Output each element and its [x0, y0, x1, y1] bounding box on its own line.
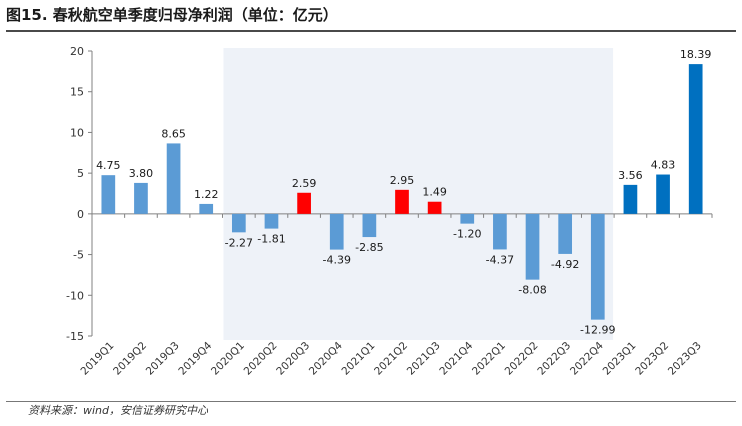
x-tick-label: 2021Q4	[437, 339, 475, 377]
x-tick-label: 2019Q4	[176, 339, 214, 377]
data-label: 1.49	[422, 186, 447, 199]
bar-2022Q3	[558, 213, 573, 254]
x-tick-label: 2022Q2	[503, 340, 541, 378]
y-tick-label: -5	[73, 249, 84, 262]
bar-2023Q2	[656, 174, 670, 214]
data-label: 4.83	[651, 159, 676, 172]
y-tick-label: -15	[66, 330, 84, 343]
x-tick-label: 2023Q1	[601, 340, 639, 378]
y-tick-label: 15	[70, 86, 84, 99]
data-label: 3.80	[129, 167, 154, 180]
x-tick-label: 2020Q2	[242, 340, 280, 378]
bar-2023Q3	[688, 64, 703, 214]
data-label: -4.37	[486, 253, 514, 266]
source-divider	[6, 401, 736, 402]
data-label: 4.75	[96, 159, 121, 172]
bar-2021Q3	[427, 201, 442, 214]
data-label: -4.92	[551, 258, 579, 271]
x-tick-label: 2019Q2	[111, 340, 149, 378]
data-label: -8.08	[518, 284, 546, 297]
data-label: -4.39	[323, 254, 351, 267]
y-tick-label: -10	[66, 289, 84, 302]
bar-2019Q1	[101, 175, 116, 214]
data-label: -1.20	[453, 228, 481, 241]
data-label: -2.85	[355, 241, 383, 254]
x-tick-label: 2021Q3	[405, 340, 443, 378]
x-tick-label: 2019Q1	[78, 340, 116, 378]
data-label: 3.56	[618, 169, 643, 182]
bar-2019Q3	[166, 143, 181, 214]
data-label: 1.22	[194, 188, 219, 201]
shaded-period-band	[223, 48, 614, 340]
y-tick-label: 0	[77, 208, 84, 221]
chart-title: 图15. 春秋航空单季度归母净利润（单位：亿元）	[6, 6, 338, 24]
x-tick-label: 2020Q4	[307, 339, 345, 377]
x-tick-label: 2020Q1	[209, 340, 247, 378]
y-tick-label: 10	[70, 126, 84, 139]
x-tick-label: 2021Q1	[340, 340, 378, 378]
source-note: 资料来源：wind，安信证券研究中心	[28, 404, 209, 417]
bar-2022Q1	[493, 213, 507, 250]
bar-2021Q2	[395, 189, 409, 214]
x-tick-label: 2023Q2	[633, 340, 671, 378]
bar-2023Q1	[623, 184, 638, 214]
bar-2020Q1	[231, 213, 246, 233]
data-label: -1.81	[257, 233, 285, 246]
title-divider	[6, 30, 736, 32]
bar-2019Q2	[134, 182, 148, 214]
x-tick-label: 2022Q1	[470, 340, 508, 378]
data-label: 8.65	[161, 127, 186, 140]
data-label: -12.99	[580, 324, 615, 337]
y-tick-label: 5	[77, 167, 84, 180]
bar-2021Q1	[362, 213, 377, 238]
data-label: 2.95	[390, 174, 415, 187]
x-tick-label: 2023Q3	[666, 340, 704, 378]
bar-2019Q4	[199, 203, 214, 214]
x-tick-label: 2020Q3	[274, 340, 312, 378]
bar-2020Q2	[264, 213, 279, 229]
y-tick-label: 20	[70, 45, 84, 58]
x-tick-label: 2021Q2	[372, 340, 410, 378]
data-label: -2.27	[225, 236, 253, 249]
data-label: 2.59	[292, 177, 317, 190]
data-label: 18.39	[680, 48, 712, 61]
bar-2021Q4	[460, 213, 475, 224]
bar-2022Q2	[525, 213, 540, 280]
bar-2020Q4	[329, 213, 344, 250]
bar-2022Q4	[590, 213, 605, 320]
x-tick-label: 2019Q3	[144, 340, 182, 378]
x-tick-label: 2022Q3	[535, 340, 573, 378]
x-tick-label: 2022Q4	[568, 339, 606, 377]
bar-2020Q3	[297, 192, 311, 214]
